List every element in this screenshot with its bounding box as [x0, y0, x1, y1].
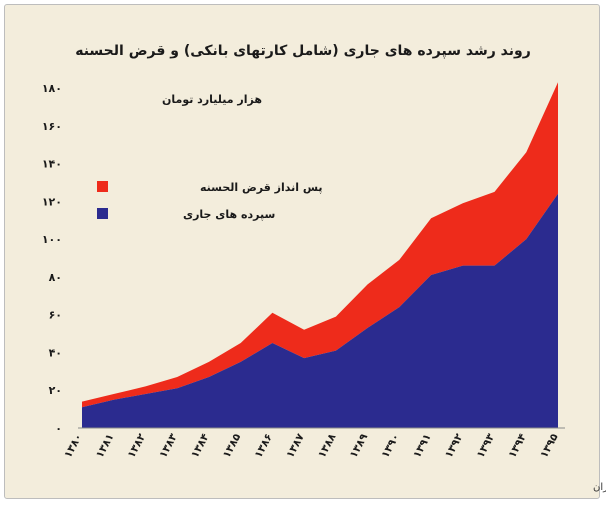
chart-title: روند رشد سپرده های جاری (شامل کارتهای با…: [75, 43, 531, 59]
y-axis-ticks: ۰ ۲۰ ۴۰ ۶۰ ۸۰ ۱۰۰ ۱۲۰ ۱۴۰ ۱۶۰ ۱۸۰: [42, 82, 62, 435]
area-qarz-alhasaneh: [82, 82, 558, 408]
legend-swatch-jari: [97, 208, 108, 219]
source-note: تحلیل و استنتاج: احسان سلطانی بر اساس دا…: [593, 482, 606, 493]
unit-label: هزار میلیارد تومان: [162, 93, 262, 106]
x-tick-label: ۱۳۸۹: [348, 431, 371, 460]
x-tick-label: ۱۳۹۱: [411, 432, 434, 460]
y-tick-label: ۰: [55, 422, 62, 435]
x-tick-label: ۱۳۹۳: [475, 431, 498, 460]
y-tick-label: ۱۶۰: [42, 120, 62, 133]
y-tick-label: ۱۲۰: [42, 195, 62, 208]
x-tick-label: ۱۳۸۷: [284, 431, 307, 460]
y-tick-label: ۱۴۰: [42, 158, 62, 171]
x-tick-label: ۱۳۸۰: [62, 432, 85, 460]
y-tick-label: ۲۰: [49, 384, 62, 397]
y-tick-label: ۴۰: [49, 346, 62, 359]
x-tick-label: ۱۳۸۵: [221, 431, 244, 460]
x-tick-label: ۱۳۸۸: [316, 431, 339, 460]
area-series-group: [82, 82, 558, 428]
y-tick-label: ۶۰: [49, 309, 62, 322]
y-tick-label: ۱۸۰: [42, 82, 62, 95]
x-tick-label: ۱۳۸۱: [94, 432, 117, 460]
x-tick-label: ۱۳۹۵: [538, 431, 561, 460]
area-seporde-jari: [82, 193, 558, 428]
y-tick-label: ۸۰: [49, 271, 62, 284]
legend-label-jari: سپرده های جاری: [183, 208, 275, 221]
x-tick-label: ۱۳۸۲: [125, 431, 148, 460]
x-axis-ticks: ۱۳۸۰ ۱۳۸۱ ۱۳۸۲ ۱۳۸۳ ۱۳۸۴ ۱۳۸۵ ۱۳۸۶ ۱۳۸۷ ۱۳۸۸ ۱۳۸۹…: [62, 431, 561, 460]
legend: پس انداز قرض الحسنه سپرده های جاری: [97, 181, 323, 221]
x-tick-label: ۱۳۹۰: [379, 432, 402, 460]
x-tick-label: ۱۳۸۳: [157, 431, 180, 460]
x-tick-label: ۱۳۸۶: [252, 432, 275, 460]
x-tick-label: ۱۳۹۴: [506, 431, 529, 460]
legend-label-qarz: پس انداز قرض الحسنه: [200, 181, 323, 194]
x-tick-label: ۱۳۸۴: [189, 431, 212, 460]
legend-swatch-qarz: [97, 181, 108, 192]
x-tick-label: ۱۳۹۲: [443, 431, 466, 460]
y-tick-label: ۱۰۰: [42, 233, 62, 246]
